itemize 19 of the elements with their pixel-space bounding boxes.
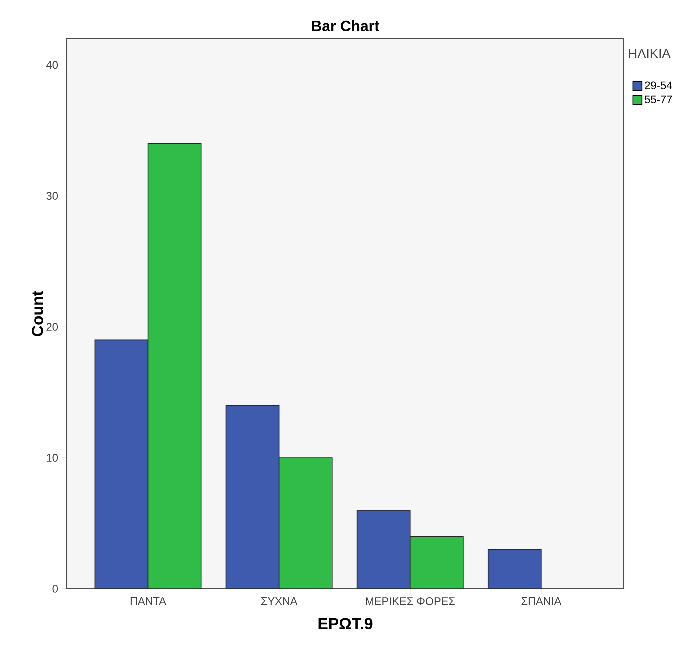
x-tick-label: ΣΥΧΝΑ: [262, 598, 298, 606]
y-tick-label: 40: [46, 61, 58, 70]
bar: [278, 458, 333, 589]
y-tick-label: 0: [52, 585, 58, 593]
bar: [148, 143, 202, 589]
bar: [410, 536, 464, 589]
chart-title: Bar Chart: [312, 20, 380, 32]
y-tick-label: 30: [46, 192, 58, 200]
x-tick-label: ΜΕΡΙΚΕΣ ΦΟΡΕΣ: [366, 598, 456, 606]
legend-label: 55-77: [645, 96, 672, 104]
x-axis-title: ΕΡΩΤ.9: [318, 618, 373, 630]
x-tick-label: ΠΑΝΤΑ: [130, 598, 166, 606]
y-tick-label: 10: [47, 454, 58, 462]
y-axis-title: Count: [32, 291, 44, 336]
bar: [488, 549, 542, 589]
x-tick-label: ΣΠΑΝΙΑ: [522, 598, 562, 606]
legend-label: 29-54: [645, 82, 672, 90]
y-tick-label: 20: [46, 323, 58, 331]
legend-title: ΗΛΙΚΙΑ: [629, 49, 671, 58]
